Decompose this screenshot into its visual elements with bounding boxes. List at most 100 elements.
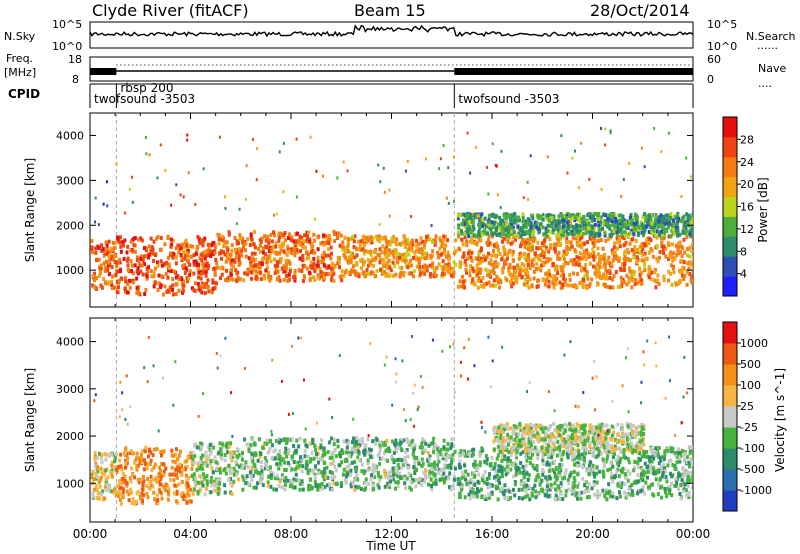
range-gate-cell (638, 250, 642, 255)
range-gate-cell (317, 446, 321, 451)
range-gate-cell (492, 265, 496, 270)
range-gate-cell (635, 214, 639, 219)
range-gate-cell (626, 221, 630, 226)
range-gate-cell (321, 453, 325, 458)
range-gate-cell (393, 447, 397, 452)
range-gate-cell (130, 175, 133, 179)
range-gate-cell (640, 270, 644, 275)
range-gate-cell (571, 271, 575, 276)
range-gate-cell (346, 239, 350, 244)
range-gate-cell (475, 273, 479, 278)
range-gate-cell (449, 466, 453, 471)
range-gate-cell (192, 259, 196, 264)
range-gate-cell (395, 237, 399, 242)
range-gate-cell (350, 440, 354, 445)
range-gate-cell (159, 259, 163, 264)
range-gate-cell (231, 277, 235, 282)
range-gate-cell (358, 243, 362, 248)
range-gate-cell (405, 239, 409, 244)
range-gate-cell (174, 447, 178, 452)
range-gate-cell (444, 475, 448, 480)
range-gate-cell (644, 257, 648, 262)
range-gate-cell (483, 480, 487, 485)
range-gate-cell (432, 274, 436, 279)
range-gate-cell (639, 220, 643, 225)
range-gate-cell (536, 256, 540, 261)
range-gate-cell (236, 275, 240, 280)
range-gate-cell (664, 254, 668, 259)
range-gate-cell (192, 443, 196, 448)
range-gate-cell (284, 467, 288, 472)
range-gate-cell (139, 453, 143, 458)
range-gate-cell (117, 490, 121, 495)
range-gate-cell (678, 232, 682, 237)
range-gate-cell (446, 465, 450, 470)
range-gate-cell (681, 484, 685, 489)
range-gate-cell (568, 213, 572, 218)
range-gate-cell (637, 456, 641, 461)
range-gate-cell (328, 470, 332, 475)
range-gate-cell (123, 275, 127, 280)
range-gate-cell (429, 254, 433, 259)
range-gate-cell (136, 268, 140, 273)
range-gate-cell (606, 259, 610, 264)
range-gate-cell (442, 237, 446, 242)
range-gate-cell (654, 285, 658, 290)
range-gate-cell (195, 247, 199, 252)
range-gate-cell (624, 233, 628, 238)
range-gate-cell (250, 251, 254, 256)
range-gate-cell (506, 240, 510, 245)
range-gate-cell (332, 437, 336, 442)
range-gate-cell (269, 232, 273, 237)
range-gate-cell (575, 240, 579, 245)
range-gate-cell (463, 279, 467, 284)
range-gate-cell (184, 266, 188, 271)
range-gate-cell (194, 202, 197, 206)
range-gate-cell (328, 237, 332, 242)
range-gate-cell (385, 242, 389, 247)
range-gate-cell (183, 252, 187, 257)
range-gate-cell (387, 470, 391, 475)
range-gate-cell (290, 235, 294, 240)
range-gate-cell (382, 442, 386, 447)
range-gate-cell (322, 233, 326, 238)
range-gate-cell (204, 253, 208, 258)
range-gate-cell (670, 282, 674, 287)
range-gate-cell (617, 474, 621, 479)
range-gate-cell (529, 456, 533, 461)
range-gate-cell (96, 469, 100, 474)
range-gate-cell (476, 278, 480, 283)
range-gate-cell (201, 239, 205, 244)
range-gate-cell (585, 285, 589, 290)
range-gate-cell (610, 248, 614, 253)
range-gate-cell (284, 273, 288, 278)
range-gate-cell (578, 218, 582, 223)
range-gate-cell (562, 276, 566, 281)
range-gate-cell (314, 466, 318, 471)
range-gate-cell (124, 465, 128, 470)
range-gate-cell (327, 264, 331, 269)
range-gate-cell (472, 269, 476, 274)
range-gate-cell (596, 267, 600, 272)
range-gate-cell (269, 469, 273, 474)
range-gate-cell (579, 236, 583, 241)
range-gate-cell (387, 476, 391, 481)
range-gate-cell (585, 248, 589, 253)
range-gate-cell (622, 252, 626, 257)
range-gate-cell (376, 470, 380, 475)
range-gate-cell (590, 215, 594, 220)
range-gate-cell (509, 229, 513, 234)
range-gate-cell (437, 470, 441, 475)
range-gate-cell (630, 482, 634, 487)
range-gate-cell (512, 265, 516, 270)
range-gate-cell (392, 255, 396, 260)
range-gate-cell (169, 251, 173, 256)
range-gate-cell (683, 250, 687, 255)
range-gate-cell (207, 263, 211, 268)
range-gate-cell (545, 213, 549, 218)
range-gate-cell (431, 471, 435, 476)
range-gate-cell (175, 489, 179, 494)
range-gate-cell (316, 247, 320, 252)
range-gate-cell (234, 255, 238, 260)
range-gate-cell (135, 467, 139, 472)
